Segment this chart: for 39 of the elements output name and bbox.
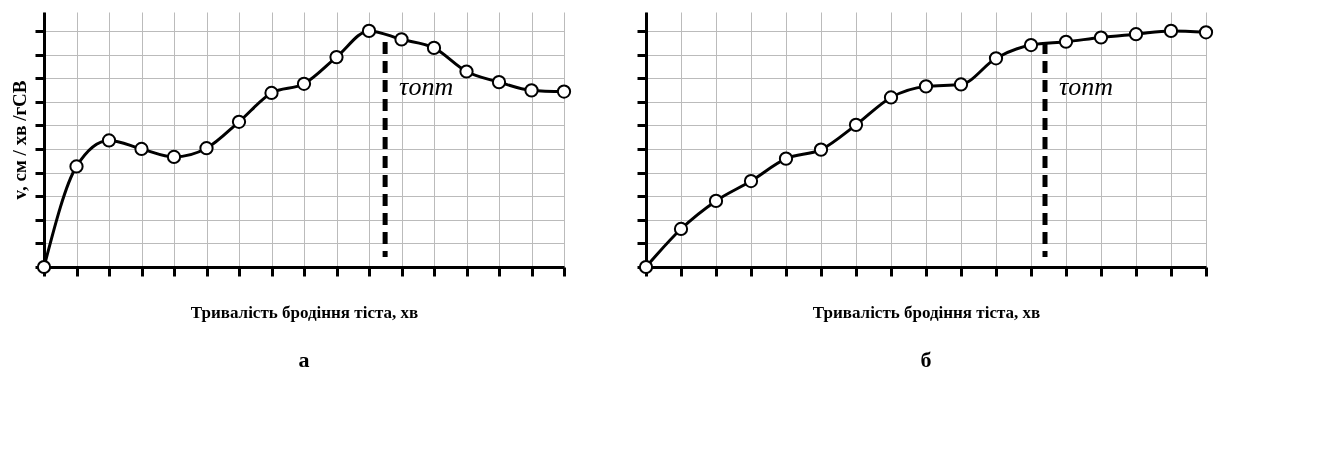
point <box>673 221 689 237</box>
point <box>1163 23 1179 38</box>
point <box>813 142 829 157</box>
point <box>296 76 312 91</box>
point <box>1058 34 1074 49</box>
point <box>101 133 117 148</box>
point <box>491 75 507 90</box>
point <box>1198 25 1214 40</box>
point <box>361 23 377 38</box>
point <box>134 141 149 157</box>
point <box>1128 27 1144 42</box>
point <box>394 32 409 47</box>
point <box>426 40 442 55</box>
point <box>231 114 247 129</box>
point <box>524 83 539 98</box>
x-axis-title: Тривалість бродіння тіста, хв <box>812 302 1041 322</box>
point <box>556 84 572 99</box>
x-axis-title: Тривалість бродіння тіста, хв <box>190 302 419 322</box>
point <box>264 85 279 101</box>
point <box>953 77 969 92</box>
text: а <box>298 347 310 372</box>
point <box>329 49 344 65</box>
point <box>918 79 934 94</box>
point <box>199 141 214 156</box>
point <box>459 64 474 79</box>
point <box>778 151 794 166</box>
point <box>988 51 1004 66</box>
point <box>848 117 864 132</box>
annotation: τопт <box>399 72 454 101</box>
text: б <box>920 347 932 372</box>
point <box>708 193 724 208</box>
point <box>1023 37 1039 53</box>
annotation: τопт <box>1059 72 1114 101</box>
point <box>883 90 899 105</box>
point <box>166 149 182 165</box>
point <box>1093 30 1109 45</box>
y-axis-title: v, см / хв /гСВ <box>9 80 30 200</box>
point <box>743 173 759 189</box>
point <box>69 159 84 174</box>
